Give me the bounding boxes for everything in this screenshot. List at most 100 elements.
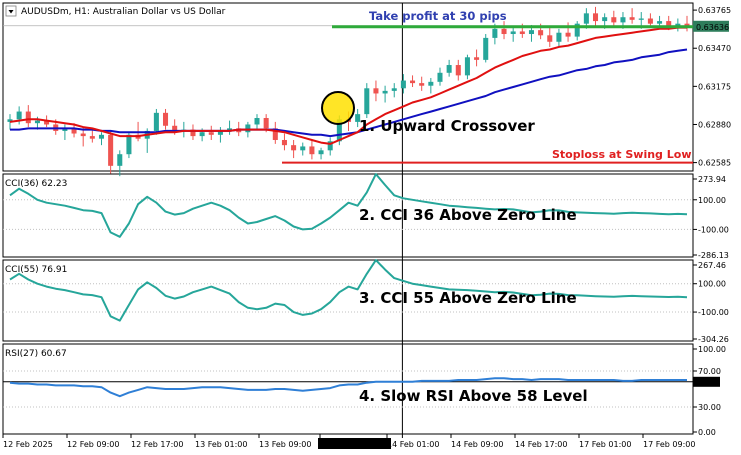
rsi-axis-label: 100.00 xyxy=(698,345,726,354)
candle-body xyxy=(391,88,397,91)
candle-body xyxy=(455,65,461,76)
rsi-level-badge-text: 58.24 xyxy=(695,378,718,387)
cci55-axis-label: 100.00 xyxy=(698,280,726,289)
candle-body xyxy=(254,118,260,125)
candle-body xyxy=(108,134,114,166)
candle-body xyxy=(318,150,324,155)
candle-body xyxy=(666,21,672,27)
cci55-label: CCI(55) 76.91 xyxy=(5,265,67,275)
cci55-axis-label: -100.00 xyxy=(698,308,729,317)
cci36-label: CCI(36) 62.23 xyxy=(5,179,67,189)
candle-body xyxy=(245,124,251,133)
time-axis-label: 2025.02.13 21:00 xyxy=(320,440,391,449)
candle xyxy=(574,21,580,41)
candle xyxy=(455,59,461,81)
candle-body xyxy=(428,81,434,86)
rsi-label: RSI(27) 60.67 xyxy=(5,349,67,359)
candle xyxy=(217,127,223,143)
rsi-axis-label: 30.00 xyxy=(698,403,721,412)
candle xyxy=(208,125,214,140)
candle-body xyxy=(419,83,425,86)
take-profit-annotation: Take profit at 30 pips xyxy=(369,9,507,23)
candle-body xyxy=(16,111,22,120)
rsi-pane[interactable] xyxy=(2,343,694,435)
candle-body xyxy=(98,134,105,139)
price-axis-label: 0.63175 xyxy=(698,82,731,91)
time-axis-label: 14 Feb 09:00 xyxy=(451,440,503,449)
candle-body xyxy=(309,146,315,155)
candle xyxy=(382,85,388,103)
price-axis-label: 0.62585 xyxy=(698,159,731,168)
candle-body xyxy=(217,130,223,135)
cci55-pane[interactable] xyxy=(2,259,694,342)
candle xyxy=(428,77,434,94)
crossover-highlight-circle xyxy=(321,91,355,125)
time-axis-label: 14 Feb 17:00 xyxy=(515,440,567,449)
rsi-level-badge-bg xyxy=(693,376,720,387)
candle xyxy=(318,147,324,160)
time-axis-label: 12 Feb 17:00 xyxy=(131,440,183,449)
time-axis-label: 12 Feb 09:00 xyxy=(67,440,119,449)
candle-body xyxy=(80,133,86,137)
candle xyxy=(483,34,489,63)
window-title: AUDUSDm, H1: Australian Dollar vs US Dol… xyxy=(21,7,226,17)
candle-body xyxy=(291,145,297,151)
candle xyxy=(355,108,361,128)
candle-body xyxy=(327,141,333,151)
candle xyxy=(89,129,95,143)
price-axis-label: 0.63470 xyxy=(698,44,731,53)
candle-body xyxy=(556,32,562,42)
cci36-pane[interactable] xyxy=(2,173,694,258)
candle xyxy=(272,121,278,144)
candle-body xyxy=(410,80,416,84)
candle-body xyxy=(126,134,132,155)
candle xyxy=(501,21,507,40)
candle-body xyxy=(446,65,452,73)
candle-body xyxy=(300,146,306,151)
cci36-axis-label: -286.13 xyxy=(698,251,729,260)
price-axis-label: 0.62880 xyxy=(698,120,731,129)
candle xyxy=(153,108,159,135)
candle-body xyxy=(199,132,205,137)
candle xyxy=(410,75,416,87)
cci36-axis-label: -100.00 xyxy=(698,225,729,234)
candle-body xyxy=(528,30,534,35)
time-axis-label: 12 Feb 2025 xyxy=(3,440,53,449)
cci36-axis-label: 273.94 xyxy=(698,175,726,184)
cci36-annotation: 2. CCI 36 Above Zero Line xyxy=(359,206,577,224)
candle xyxy=(647,13,653,28)
candle-body xyxy=(364,88,370,115)
slow-ma-line xyxy=(10,48,688,138)
candle-body xyxy=(565,32,571,37)
current-price-badge: 0.63636 xyxy=(693,20,729,32)
candle xyxy=(364,83,370,119)
candle-body xyxy=(583,13,589,24)
time-axis-label: 17 Feb 01:00 xyxy=(579,440,631,449)
rsi-line xyxy=(9,377,687,398)
candle xyxy=(592,6,599,27)
candle-body xyxy=(611,17,617,23)
candle-body xyxy=(7,119,13,122)
candle xyxy=(437,67,443,86)
rsi-level-badge: 58.24 xyxy=(693,376,720,387)
candle-body xyxy=(34,120,40,124)
candle-body xyxy=(684,23,690,27)
candle xyxy=(98,132,105,146)
candle xyxy=(419,76,425,91)
candle xyxy=(281,133,287,151)
cci55-axis-label: 267.46 xyxy=(698,261,726,270)
chart-menu-icon[interactable] xyxy=(5,5,17,17)
candle-body xyxy=(355,114,361,122)
candle-body xyxy=(117,154,123,166)
candle-body xyxy=(400,80,406,89)
candle-body xyxy=(474,57,480,60)
cci36-axis: 273.94 100.00 -100.00 -286.13 xyxy=(693,175,729,260)
current-price-badge-bg xyxy=(693,20,729,32)
cci36-axis-label: 100.00 xyxy=(698,196,726,205)
candle xyxy=(25,105,31,128)
candle-body xyxy=(675,23,681,27)
candle-body xyxy=(44,120,50,125)
candle xyxy=(400,74,406,94)
candle-body xyxy=(437,72,443,82)
